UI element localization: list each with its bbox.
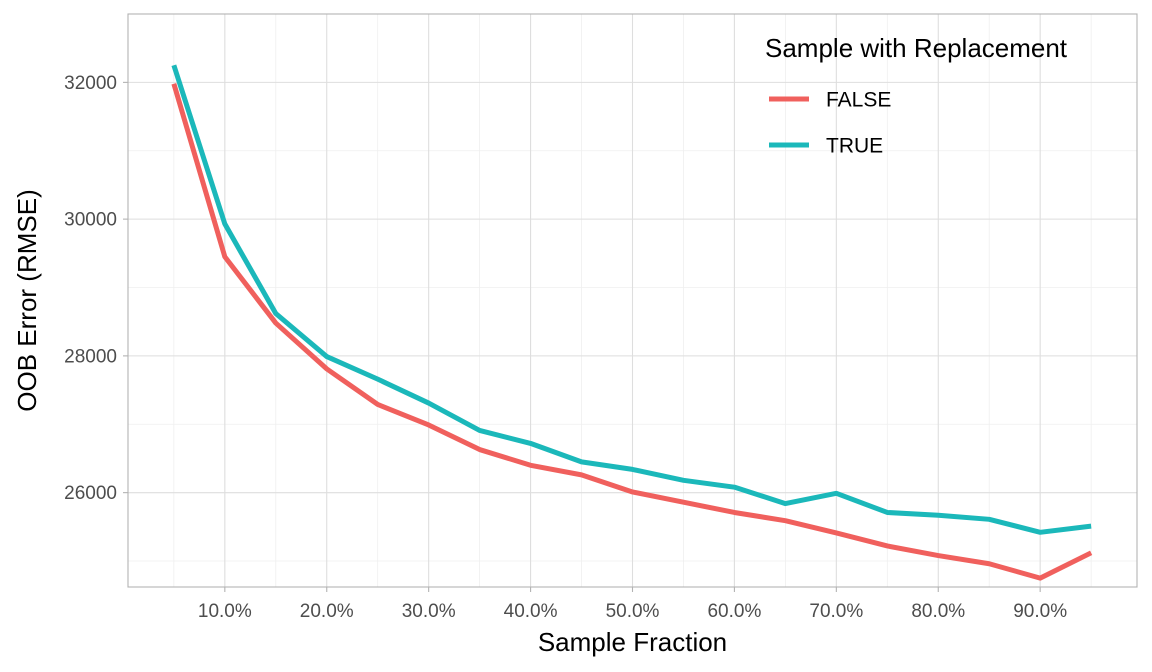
x-tick-label: 20.0% xyxy=(300,601,354,622)
y-tick-label: 30000 xyxy=(64,210,117,231)
x-tick-label: 60.0% xyxy=(707,601,761,622)
x-tick-label: 90.0% xyxy=(1013,601,1067,622)
series-line-false xyxy=(171,83,1093,581)
x-tick-label: 70.0% xyxy=(809,601,863,622)
y-tick-label: 26000 xyxy=(64,483,117,504)
grid xyxy=(128,14,1137,587)
x-tick-label: 50.0% xyxy=(606,601,660,622)
x-axis-title: Sample Fraction xyxy=(538,627,727,657)
series-line-true xyxy=(171,64,1092,535)
x-tick-label: 80.0% xyxy=(911,601,965,622)
legend-items: FALSE TRUE xyxy=(769,89,891,158)
legend-label-false: FALSE xyxy=(826,89,891,112)
y-tick-label: 28000 xyxy=(64,346,117,367)
axes: 10.0% 20.0% 30.0% 40.0% 50.0% 60.0% 70.0% 80.0%… xyxy=(64,73,1067,622)
x-tick-label: 30.0% xyxy=(402,601,456,622)
y-tick-label: 32000 xyxy=(64,73,117,94)
legend: Sample with Replacement FALSE TRUE xyxy=(765,33,1068,158)
series-layer xyxy=(171,64,1093,581)
x-tick-label: 40.0% xyxy=(504,601,558,622)
x-tick-label: 10.0% xyxy=(198,601,252,622)
legend-title: Sample with Replacement xyxy=(765,33,1068,63)
legend-label-true: TRUE xyxy=(826,135,883,158)
y-axis-title: OOB Error (RMSE) xyxy=(12,189,42,411)
